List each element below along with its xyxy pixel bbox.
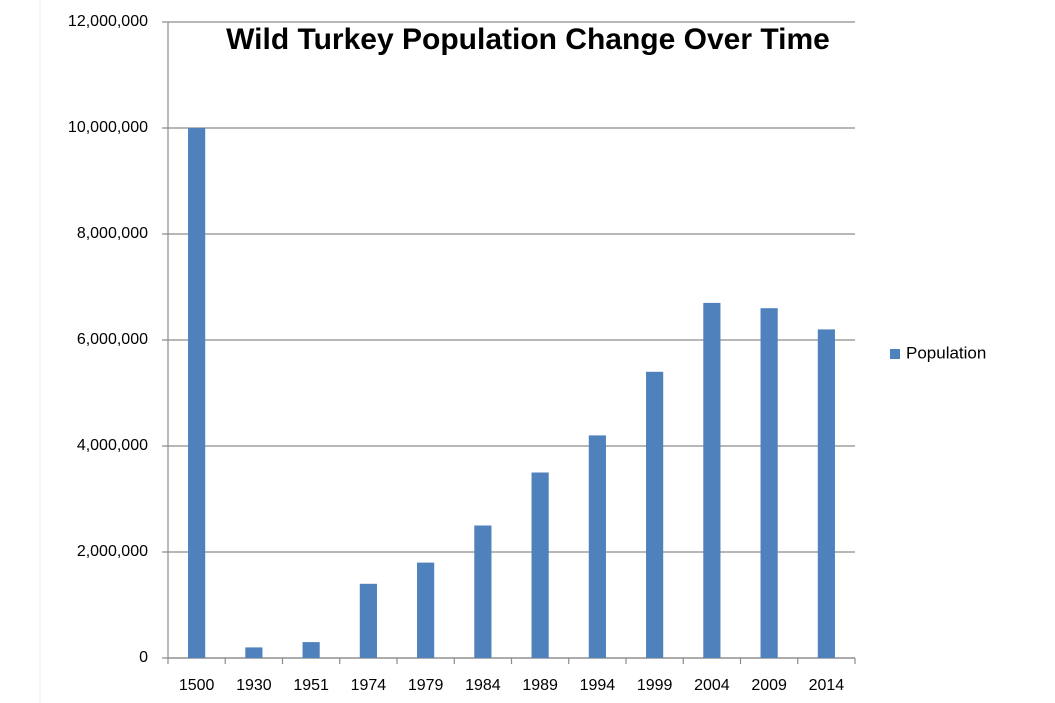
x-tick-label: 1974 <box>351 677 387 694</box>
x-tick-label: 2004 <box>694 677 730 694</box>
x-tick-label: 1930 <box>236 677 272 694</box>
bar <box>703 302 721 658</box>
bar <box>302 642 320 658</box>
legend-label: Population <box>906 343 986 362</box>
bar <box>474 525 492 658</box>
bar <box>760 308 778 658</box>
y-tick-label: 2,000,000 <box>77 543 148 560</box>
y-tick-label: 8,000,000 <box>77 225 148 242</box>
y-tick-label: 6,000,000 <box>77 331 148 348</box>
y-tick-label: 12,000,000 <box>68 13 148 30</box>
x-tick-label: 1994 <box>580 677 616 694</box>
y-tick-label: 4,000,000 <box>77 437 148 454</box>
bar <box>531 472 549 658</box>
x-tick-label: 1979 <box>408 677 444 694</box>
bar <box>188 128 206 658</box>
bar <box>245 647 263 658</box>
x-tick-label: 2009 <box>751 677 787 694</box>
x-tick-label: 2014 <box>809 677 845 694</box>
chart-title: Wild Turkey Population Change Over Time <box>226 23 830 56</box>
bar <box>646 371 664 658</box>
x-tick-label: 1989 <box>522 677 558 694</box>
bar <box>588 435 606 658</box>
x-tick-label: 1951 <box>293 677 329 694</box>
legend-swatch <box>890 349 900 359</box>
x-tick-label: 1984 <box>465 677 501 694</box>
bar <box>359 583 377 658</box>
x-tick-label: 1999 <box>637 677 673 694</box>
bar <box>817 329 835 658</box>
x-tick-label: 1500 <box>179 677 215 694</box>
y-tick-label: 10,000,000 <box>68 119 148 136</box>
bar <box>417 562 435 658</box>
y-tick-label: 0 <box>139 649 148 666</box>
